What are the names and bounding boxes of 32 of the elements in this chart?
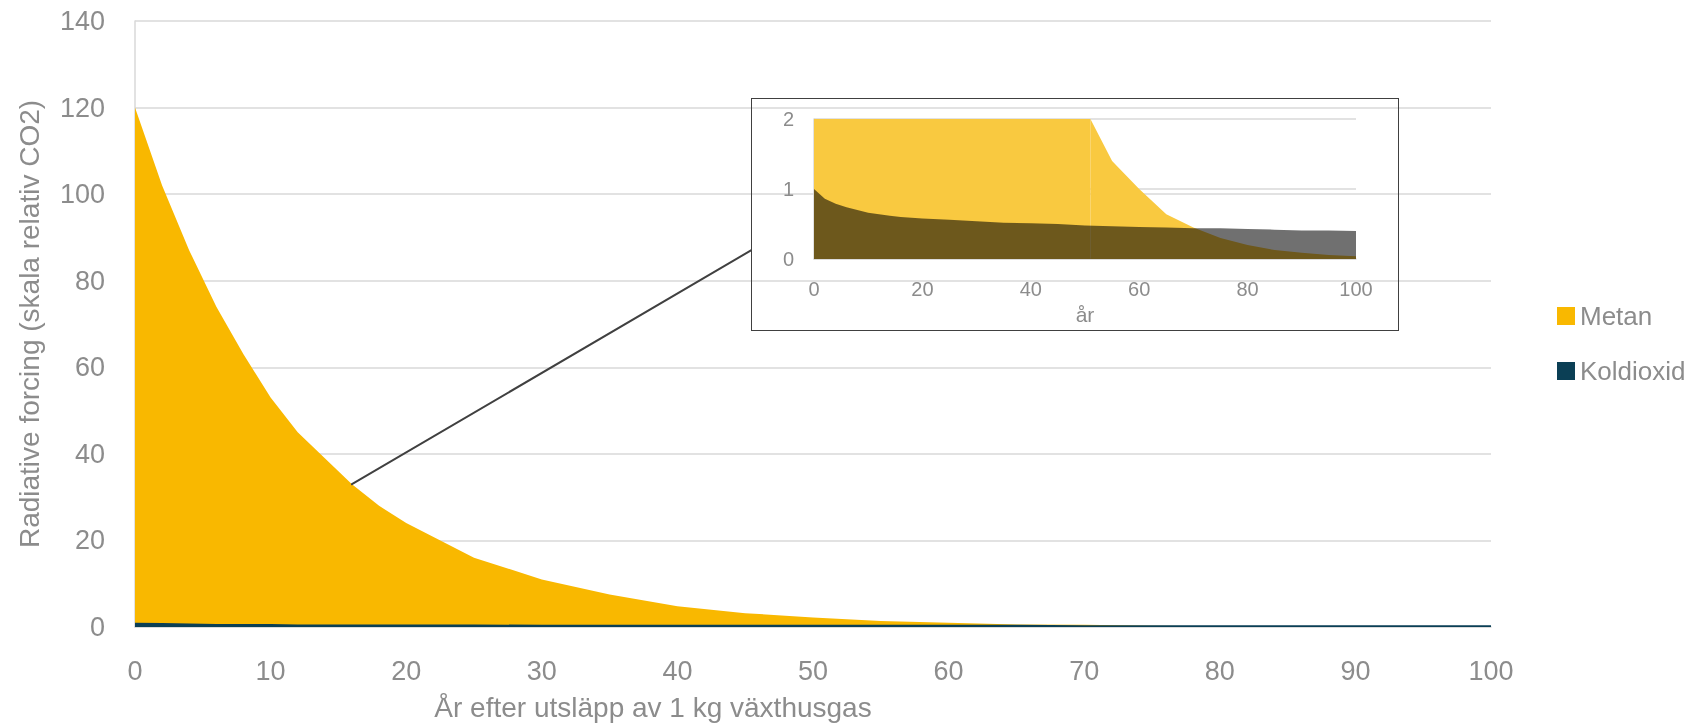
x-tick-label: 70 [1069,655,1100,686]
x-tick-label: 80 [1204,655,1235,686]
x-tick-label: 0 [127,655,143,686]
y-axis-title: Radiative forcing (skala relativ CO2) [13,99,45,549]
legend-label: Metan [1580,301,1653,331]
y-tick-label: 100 [59,179,105,210]
x-tick-label: 20 [911,278,934,301]
x-tick-label: 100 [1468,655,1514,686]
x-tick-label: 20 [391,655,422,686]
x-axis-title: år [1075,303,1095,326]
y-tick-label: 1 [782,178,794,201]
y-tick-label: 0 [782,248,794,271]
y-tick-label: 20 [74,525,105,556]
x-tick-label: 60 [1128,278,1151,301]
x-tick-label: 40 [662,655,693,686]
x-tick-label: 60 [933,655,964,686]
y-tick-label: 60 [74,352,105,383]
x-tick-label: 0 [808,278,820,301]
y-tick-label: 120 [59,92,105,123]
y-tick-label: 0 [89,612,105,642]
y-tick-label: 2 [782,108,794,130]
legend-label: Koldioxid [1580,356,1686,386]
x-tick-label: 90 [1340,655,1371,686]
y-tick-label: 40 [74,438,105,469]
y-tick-label: 140 [59,6,105,36]
x-tick-label: 50 [797,655,829,686]
x-axis-title: År efter utsläpp av 1 kg växthusgas [434,691,872,723]
x-tick-label: 80 [1236,278,1259,301]
x-tick-label: 100 [1339,278,1373,301]
x-tick-label: 30 [526,655,557,686]
x-tick-label: 40 [1019,278,1042,301]
x-tick-label: 10 [255,655,286,686]
